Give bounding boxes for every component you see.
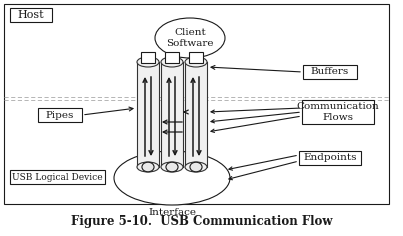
FancyBboxPatch shape — [10, 8, 52, 22]
Bar — [185, 62, 207, 167]
Ellipse shape — [137, 162, 159, 172]
Text: Communication
Flows: Communication Flows — [297, 102, 379, 122]
Text: Figure 5-10.  USB Communication Flow: Figure 5-10. USB Communication Flow — [71, 215, 332, 228]
Bar — [165, 52, 179, 63]
Ellipse shape — [142, 162, 154, 172]
Bar — [137, 62, 159, 167]
FancyBboxPatch shape — [302, 100, 374, 124]
Bar — [161, 62, 183, 167]
Text: Interface: Interface — [148, 208, 196, 217]
Text: Endpoints: Endpoints — [303, 153, 357, 163]
Text: Pipes: Pipes — [46, 110, 74, 119]
Ellipse shape — [137, 57, 159, 67]
Ellipse shape — [185, 162, 207, 172]
Bar — [141, 52, 155, 63]
Ellipse shape — [185, 57, 207, 67]
Bar — [189, 52, 203, 63]
Text: USB Logical Device: USB Logical Device — [12, 173, 102, 181]
FancyBboxPatch shape — [10, 170, 105, 184]
FancyBboxPatch shape — [299, 151, 361, 165]
Ellipse shape — [155, 18, 225, 58]
Ellipse shape — [114, 151, 230, 205]
Text: Buffers: Buffers — [311, 67, 349, 76]
Text: Host: Host — [18, 10, 44, 20]
Text: Client
Software: Client Software — [166, 28, 214, 48]
Ellipse shape — [161, 57, 183, 67]
Ellipse shape — [161, 162, 183, 172]
Ellipse shape — [166, 162, 178, 172]
FancyBboxPatch shape — [303, 65, 357, 79]
FancyBboxPatch shape — [38, 108, 82, 122]
Ellipse shape — [190, 162, 202, 172]
FancyBboxPatch shape — [4, 4, 389, 204]
